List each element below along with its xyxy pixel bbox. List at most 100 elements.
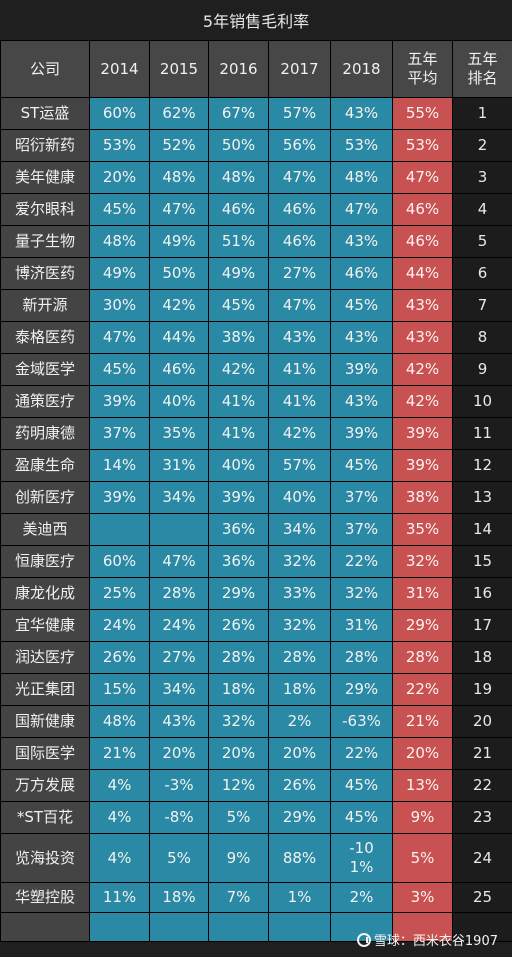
- five-year-average: 28%: [392, 641, 453, 674]
- value-2015: 43%: [149, 705, 209, 738]
- five-year-average: 22%: [392, 673, 453, 706]
- value-2016: 48%: [208, 161, 269, 194]
- five-year-rank: 22: [452, 769, 512, 802]
- value-2017: 29%: [268, 801, 331, 834]
- value-2016: 26%: [208, 609, 269, 642]
- value-2016: 12%: [208, 769, 269, 802]
- table-row: 恒康医疗 60% 47% 36% 32% 22% 32% 15: [0, 545, 512, 578]
- value-2018: 47%: [330, 193, 393, 226]
- value-2014: 47%: [89, 321, 150, 354]
- value-2015: 50%: [149, 257, 209, 290]
- value-2014: 37%: [89, 417, 150, 450]
- header-rank-label: 五年排名: [467, 50, 498, 87]
- five-year-rank: 17: [452, 609, 512, 642]
- five-year-average: 9%: [392, 801, 453, 834]
- value-2014: 4%: [89, 833, 150, 883]
- value-2014: 11%: [89, 882, 150, 913]
- value-2016: 39%: [208, 481, 269, 514]
- five-year-rank: 13: [452, 481, 512, 514]
- five-year-average: 43%: [392, 289, 453, 322]
- value-2018: 48%: [330, 161, 393, 194]
- five-year-rank: 10: [452, 385, 512, 418]
- value-2016: 36%: [208, 545, 269, 578]
- value-2014: 39%: [89, 385, 150, 418]
- table-title: 5年销售毛利率: [0, 0, 512, 41]
- five-year-average: 44%: [392, 257, 453, 290]
- value-2016: 29%: [208, 577, 269, 610]
- table-row: 爱尔眼科 45% 47% 46% 46% 47% 46% 4: [0, 193, 512, 226]
- value-2016: 46%: [208, 193, 269, 226]
- five-year-average: 5%: [392, 833, 453, 883]
- table-row: 昭衍新药 53% 52% 50% 56% 53% 53% 2: [0, 129, 512, 162]
- value-2015: 40%: [149, 385, 209, 418]
- value-2017: 18%: [268, 673, 331, 706]
- company-cell: 爱尔眼科: [0, 193, 90, 226]
- header-five-year-rank: 五年排名: [452, 40, 512, 98]
- value-2015: [149, 513, 209, 546]
- value-2016: 45%: [208, 289, 269, 322]
- value-2015: -8%: [149, 801, 209, 834]
- value-2017: 46%: [268, 193, 331, 226]
- value-2014: 20%: [89, 161, 150, 194]
- five-year-average: 42%: [392, 385, 453, 418]
- value-2015: 52%: [149, 129, 209, 162]
- five-year-average: 47%: [392, 161, 453, 194]
- value-2015: 34%: [149, 673, 209, 706]
- blank-cell: [89, 912, 150, 942]
- table-row: 新开源 30% 42% 45% 47% 45% 43% 7: [0, 289, 512, 322]
- five-year-average: 42%: [392, 353, 453, 386]
- watermark-text: 雪球：西米衣谷1907: [373, 934, 498, 949]
- value-2018: 22%: [330, 545, 393, 578]
- company-cell: 泰格医药: [0, 321, 90, 354]
- table-row: 康龙化成 25% 28% 29% 33% 32% 31% 16: [0, 577, 512, 610]
- table-row: 美年健康 20% 48% 48% 47% 48% 47% 3: [0, 161, 512, 194]
- header-avg-label: 五年平均: [407, 50, 438, 87]
- value-2017: 33%: [268, 577, 331, 610]
- value-2018: 39%: [330, 417, 393, 450]
- value-2018: 43%: [330, 385, 393, 418]
- snowball-logo-icon: [356, 932, 371, 947]
- five-year-average: 46%: [392, 225, 453, 258]
- value-2016: 42%: [208, 353, 269, 386]
- five-year-rank: 11: [452, 417, 512, 450]
- table-row: 金域医学 45% 46% 42% 41% 39% 42% 9: [0, 353, 512, 386]
- value-2017: 32%: [268, 545, 331, 578]
- header-2015: 2015: [149, 40, 209, 98]
- five-year-rank: 9: [452, 353, 512, 386]
- value-2014: 21%: [89, 737, 150, 770]
- five-year-rank: 24: [452, 833, 512, 883]
- five-year-average: 13%: [392, 769, 453, 802]
- company-cell: 华塑控股: [0, 882, 90, 913]
- value-2017: 2%: [268, 705, 331, 738]
- five-year-average: 38%: [392, 481, 453, 514]
- value-2016: 40%: [208, 449, 269, 482]
- gross-margin-table: 公司 2014 2015 2016 2017 2018 五年平均 五年排名 ST…: [0, 40, 512, 942]
- table-row: 宜华健康 24% 24% 26% 32% 31% 29% 17: [0, 609, 512, 642]
- five-year-rank: 25: [452, 882, 512, 913]
- value-2015: 35%: [149, 417, 209, 450]
- value-2016: 50%: [208, 129, 269, 162]
- company-cell: 新开源: [0, 289, 90, 322]
- value-2017: 28%: [268, 641, 331, 674]
- watermark: 雪球：西米衣谷1907: [356, 930, 498, 949]
- table-row: 泰格医药 47% 44% 38% 43% 43% 43% 8: [0, 321, 512, 354]
- value-2014: 30%: [89, 289, 150, 322]
- value-2018: 29%: [330, 673, 393, 706]
- five-year-rank: 21: [452, 737, 512, 770]
- value-2015: 49%: [149, 225, 209, 258]
- five-year-average: 20%: [392, 737, 453, 770]
- five-year-rank: 8: [452, 321, 512, 354]
- value-2015: 62%: [149, 97, 209, 130]
- company-cell: *ST百花: [0, 801, 90, 834]
- five-year-rank: 16: [452, 577, 512, 610]
- value-2018: 46%: [330, 257, 393, 290]
- value-2017: 57%: [268, 97, 331, 130]
- table-row: 润达医疗 26% 27% 28% 28% 28% 28% 18: [0, 641, 512, 674]
- value-2014: 14%: [89, 449, 150, 482]
- five-year-rank: 7: [452, 289, 512, 322]
- value-2015: -3%: [149, 769, 209, 802]
- company-cell: ST运盛: [0, 97, 90, 130]
- blank-cell: [0, 912, 90, 942]
- company-cell: 润达医疗: [0, 641, 90, 674]
